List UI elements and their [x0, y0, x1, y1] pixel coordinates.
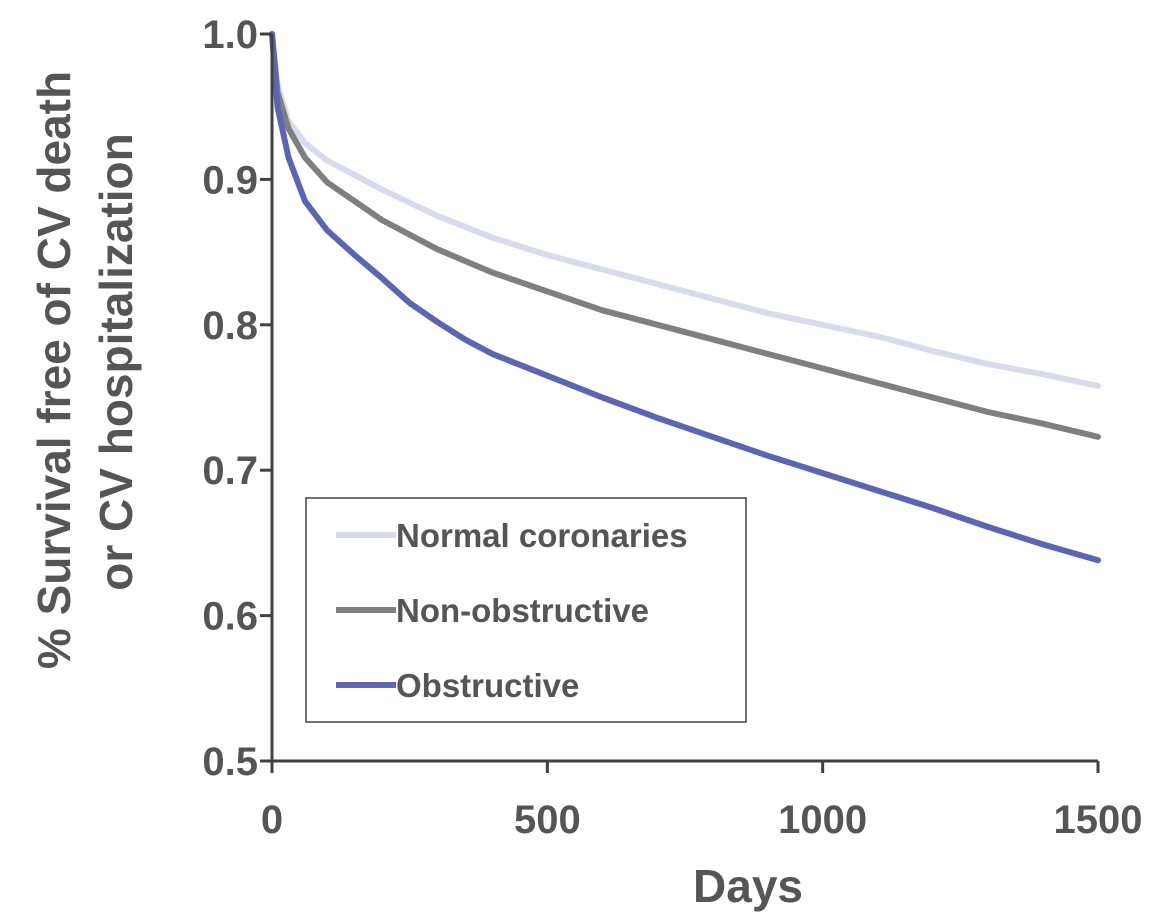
y-tick-label: 0.9	[202, 158, 258, 202]
x-tick-label: 500	[514, 798, 581, 842]
y-tick-label: 1.0	[202, 13, 258, 57]
x-tick-label: 1000	[778, 798, 867, 842]
legend-label-normal-coronaries: Normal coronaries	[396, 517, 688, 554]
y-axis-title-line-1: % Survival free of CV death	[28, 71, 80, 669]
series-line-non-obstructive	[269, 31, 1101, 440]
x-tick-label: 0	[261, 798, 283, 842]
survival-curves	[269, 31, 1101, 564]
y-tick-label: 0.8	[202, 304, 258, 348]
axes	[270, 34, 1098, 763]
legend: Normal coronaries Non-obstructive Obstru…	[305, 497, 747, 723]
x-ticks: 0 500 1000 1500	[261, 761, 1143, 842]
legend-label-non-obstructive: Non-obstructive	[396, 592, 649, 629]
y-axis-title-line-2: or CV hospitalization	[90, 133, 142, 590]
legend-label-obstructive: Obstructive	[396, 667, 579, 704]
y-tick-label: 0.7	[202, 449, 258, 493]
series-line-obstructive	[269, 31, 1101, 564]
x-tick-label: 1500	[1054, 798, 1143, 842]
y-tick-label: 0.6	[202, 595, 258, 639]
x-axis-title: Days	[693, 860, 803, 912]
y-ticks: 0.5 0.6 0.7 0.8 0.9 1.0	[202, 13, 272, 784]
y-tick-label: 0.5	[202, 740, 258, 784]
series-line-normal-coronaries	[269, 31, 1101, 389]
